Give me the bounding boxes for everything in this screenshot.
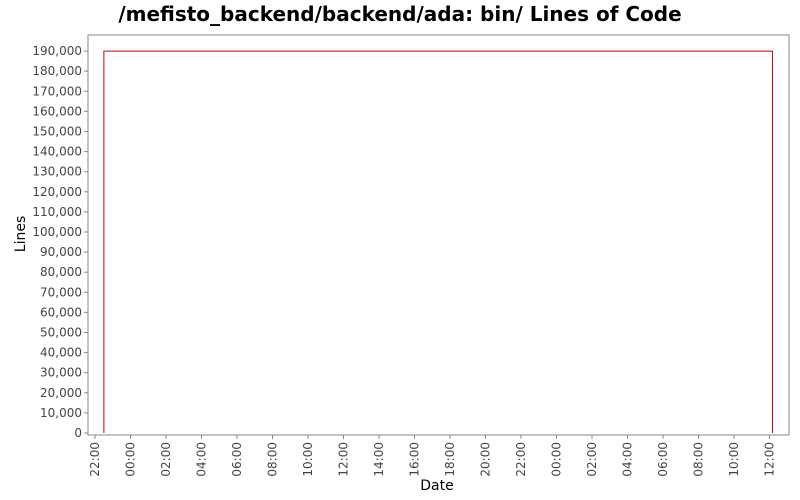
- y-tick-label: 140,000: [32, 145, 82, 159]
- x-tick-label: 20:00: [479, 442, 493, 477]
- x-tick-label: 04:00: [195, 442, 209, 477]
- x-tick-label: 06:00: [230, 442, 244, 477]
- x-tick-label: 10:00: [301, 442, 315, 477]
- x-tick-label: 08:00: [692, 442, 706, 477]
- series-line: [103, 50, 773, 433]
- x-tick-label: 00:00: [124, 442, 138, 477]
- y-tick-label: 100,000: [32, 225, 82, 239]
- y-tick-label: 60,000: [40, 305, 82, 319]
- x-tick-label: 10:00: [727, 442, 741, 477]
- y-tick-label: 110,000: [32, 205, 82, 219]
- x-tick-label: 12:00: [337, 442, 351, 477]
- y-tick-label: 30,000: [40, 366, 82, 380]
- y-tick-label: 130,000: [32, 165, 82, 179]
- x-tick-label: 08:00: [266, 442, 280, 477]
- y-tick-label: 190,000: [32, 44, 82, 58]
- y-axis-title: Lines: [13, 216, 29, 252]
- y-tick-label: 80,000: [40, 265, 82, 279]
- x-tick-label: 14:00: [372, 442, 386, 477]
- x-axis-title: Date: [420, 478, 453, 494]
- x-tick-label: 22:00: [88, 442, 102, 477]
- y-tick-label: 50,000: [40, 325, 82, 339]
- y-tick-label: 40,000: [40, 346, 82, 360]
- x-tick-label: 04:00: [621, 442, 635, 477]
- y-tick-label: 0: [74, 426, 82, 440]
- x-tick-label: 18:00: [443, 442, 457, 477]
- x-tick-label: 02:00: [585, 442, 599, 477]
- x-tick-label: 16:00: [408, 442, 422, 477]
- y-tick-label: 20,000: [40, 386, 82, 400]
- y-tick-label: 90,000: [40, 245, 82, 259]
- y-tick-label: 10,000: [40, 406, 82, 420]
- x-tick-label: 02:00: [159, 442, 173, 477]
- y-tick-label: 150,000: [32, 124, 82, 138]
- plot-area: [87, 34, 790, 436]
- y-tick-label: 180,000: [32, 64, 82, 78]
- y-tick-label: 70,000: [40, 285, 82, 299]
- x-tick-label: 06:00: [656, 442, 670, 477]
- x-tick-label: 22:00: [514, 442, 528, 477]
- chart-title: /mefisto_backend/backend/ada: bin/ Lines…: [118, 2, 682, 26]
- x-tick-label: 00:00: [550, 442, 564, 477]
- x-tick-label: 12:00: [763, 442, 777, 477]
- y-tick-label: 170,000: [32, 84, 82, 98]
- x-axis: 22:00 00:00 02:00 04:00 06:00 08:00 10:00 12:00…: [88, 435, 777, 477]
- y-tick-label: 120,000: [32, 185, 82, 199]
- series-group: [103, 50, 773, 433]
- y-axis: 0 10,000 20,000 30,000 40,000 50,000 60,000 70,…: [32, 44, 88, 440]
- y-tick-label: 160,000: [32, 104, 82, 118]
